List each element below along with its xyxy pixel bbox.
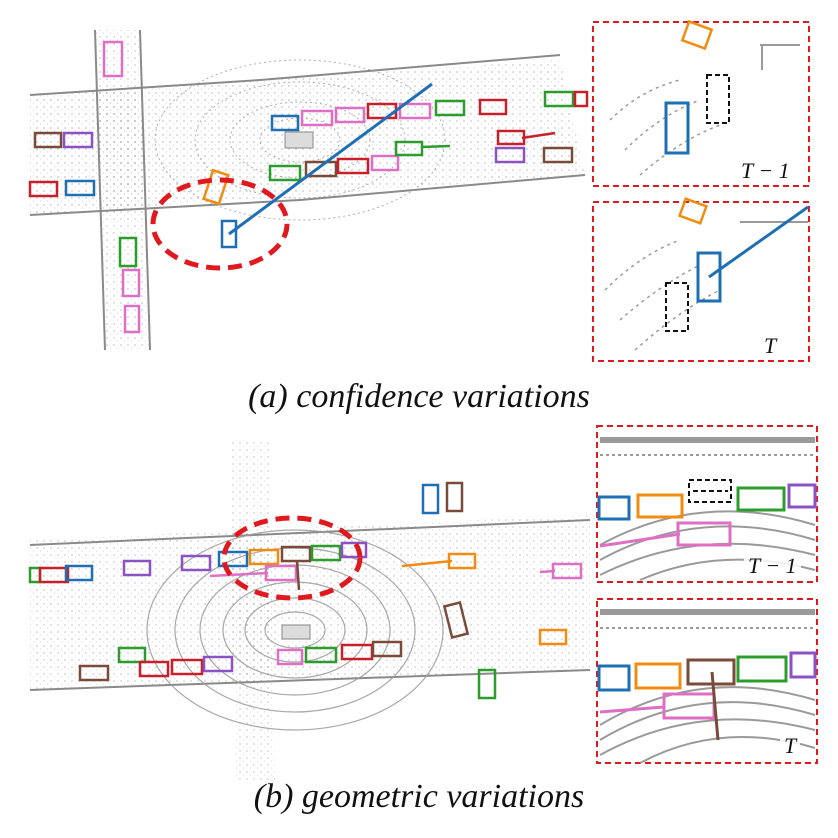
- box-pink: [398, 102, 432, 120]
- box-blue: [270, 114, 300, 132]
- ego-vehicle: [284, 131, 314, 149]
- box-green: [543, 90, 575, 108]
- box-pink: [300, 109, 334, 127]
- box-blue: [64, 179, 96, 197]
- box-blue-highlighted: [220, 219, 238, 249]
- velocity-line-blue: [228, 82, 433, 236]
- box-pink: [334, 106, 366, 124]
- box-green: [268, 164, 302, 182]
- box-red: [28, 180, 59, 198]
- box-orange: [202, 168, 230, 206]
- box-pink: [370, 154, 400, 172]
- panel-b-main-view: [28, 440, 591, 780]
- box-green: [394, 140, 424, 157]
- inset-label-a-bottom: T: [760, 333, 781, 359]
- highlight-ellipse-a: [150, 177, 290, 271]
- box-dashed-gt: [706, 74, 730, 124]
- box-pink: [123, 304, 141, 334]
- highlight-ellipse-b: [221, 515, 363, 601]
- box-purple: [62, 131, 94, 149]
- inset-label-b-bottom: T: [780, 733, 801, 759]
- caption-a: (a) confidence variations: [248, 378, 590, 415]
- inset-label-b-top: T − 1: [744, 553, 801, 579]
- box-brown: [33, 131, 63, 149]
- box-green: [118, 236, 138, 268]
- box-red: [336, 157, 370, 175]
- box-red: [478, 98, 508, 116]
- box-blue: [696, 251, 722, 303]
- inset-label-a-top: T − 1: [737, 158, 794, 184]
- box-brown: [542, 146, 574, 164]
- box-green: [434, 99, 466, 117]
- box-pink: [102, 40, 124, 78]
- caption-b: (b) geometric variations: [253, 778, 585, 815]
- box-blue: [664, 101, 690, 155]
- box-pink: [121, 268, 141, 298]
- panel-a-main-view: [28, 29, 589, 351]
- box-dashed-gt: [665, 282, 689, 332]
- box-brown: [304, 160, 338, 178]
- box-purple: [494, 146, 526, 164]
- box-red: [573, 90, 589, 108]
